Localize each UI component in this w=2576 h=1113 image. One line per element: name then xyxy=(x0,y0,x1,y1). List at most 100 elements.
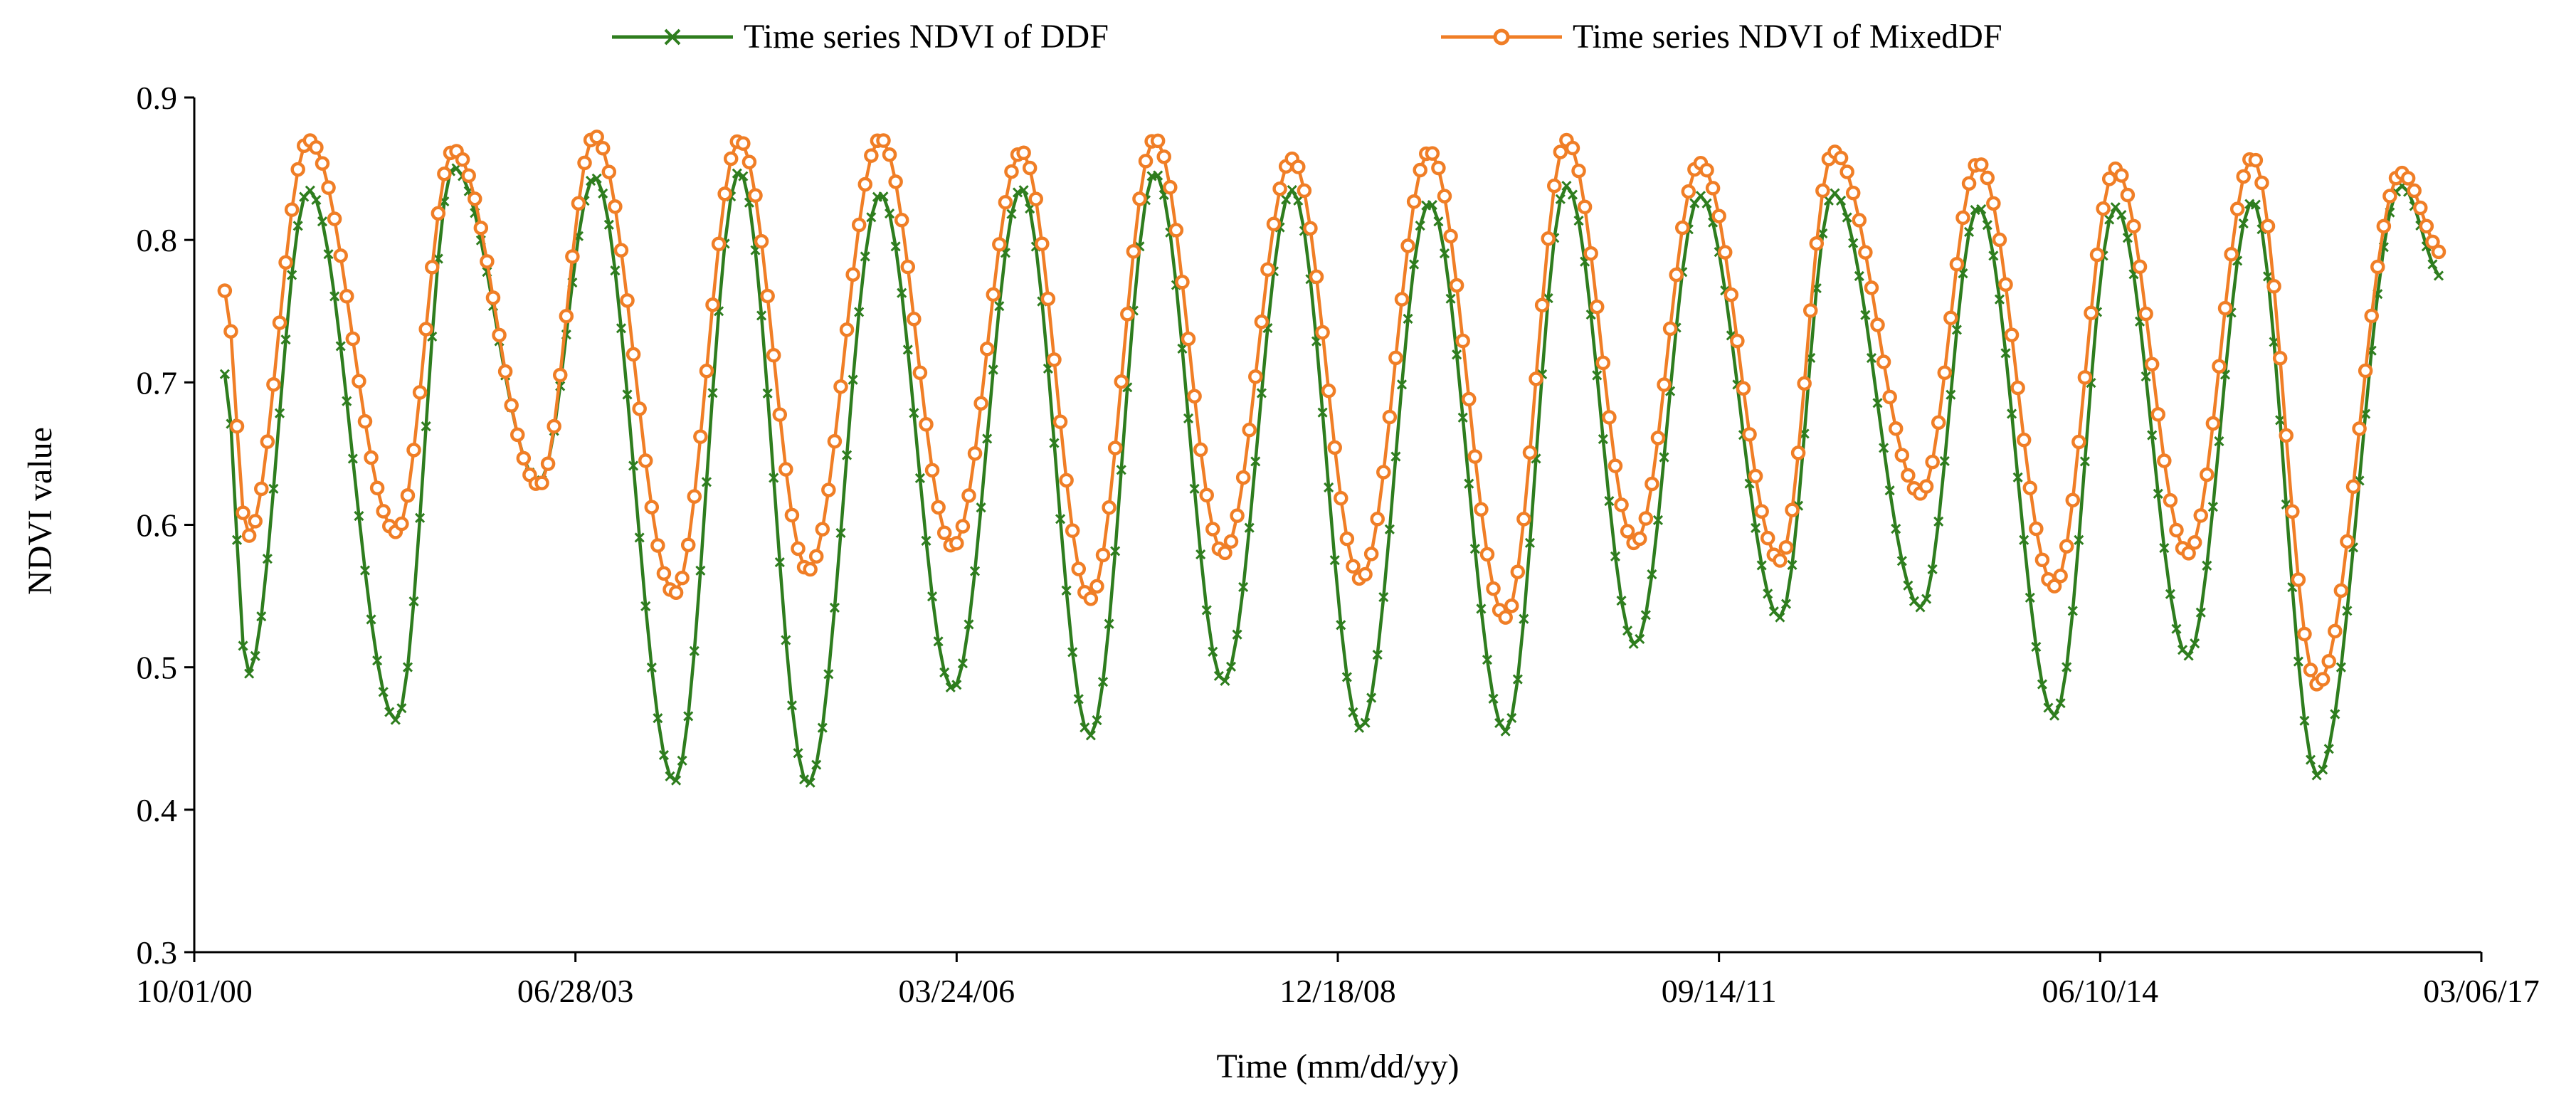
data-point-mixeddf xyxy=(425,260,440,275)
data-point-mixeddf xyxy=(1870,317,1885,332)
data-point-mixeddf xyxy=(772,407,788,422)
data-point-mixeddf xyxy=(236,505,250,520)
data-point-mixeddf xyxy=(1864,280,1879,295)
data-point-mixeddf xyxy=(1645,476,1659,492)
data-point-mixeddf xyxy=(1662,321,1678,337)
data-point-ddf xyxy=(1457,412,1468,423)
x-tick-label: 03/24/06 xyxy=(899,973,1015,1009)
data-point-mixeddf xyxy=(2321,653,2336,669)
data-point-ddf xyxy=(586,176,596,186)
data-point-mixeddf xyxy=(1346,559,1361,574)
data-point-ddf xyxy=(769,473,779,483)
data-point-mixeddf xyxy=(2071,434,2086,450)
data-point-mixeddf xyxy=(254,481,269,497)
data-point-ddf xyxy=(1097,677,1109,687)
data-point-mixeddf xyxy=(1845,185,1861,201)
data-point-ddf xyxy=(2116,210,2127,221)
data-point-mixeddf xyxy=(1089,579,1104,594)
y-axis-title: NDVI value xyxy=(21,427,59,595)
data-point-mixeddf xyxy=(1980,170,1995,186)
data-point-mixeddf xyxy=(2212,359,2227,374)
data-point-mixeddf xyxy=(1431,160,1446,176)
data-point-ddf xyxy=(2195,607,2206,618)
data-point-mixeddf xyxy=(1218,545,1232,561)
data-point-mixeddf xyxy=(2315,672,2330,687)
data-point-ddf xyxy=(1780,598,1792,609)
data-point-mixeddf xyxy=(492,327,507,343)
data-point-ddf xyxy=(2122,233,2133,243)
data-point-ddf xyxy=(219,369,230,379)
series-line-mixeddf xyxy=(223,135,2440,686)
data-point-ddf xyxy=(1464,478,1474,489)
data-point-ddf xyxy=(1854,270,1864,282)
data-point-mixeddf xyxy=(1272,181,1287,196)
data-point-ddf xyxy=(701,477,712,487)
data-point-ddf xyxy=(1622,626,1633,636)
data-point-ddf xyxy=(335,341,346,352)
data-point-ddf xyxy=(799,774,810,785)
data-point-mixeddf xyxy=(504,398,519,413)
data-point-mixeddf xyxy=(1462,391,1477,407)
data-point-mixeddf xyxy=(2224,246,2239,262)
data-point-mixeddf xyxy=(1315,325,1330,340)
data-point-mixeddf xyxy=(839,322,855,337)
data-point-mixeddf xyxy=(2089,247,2105,263)
data-point-ddf xyxy=(1561,181,1572,191)
data-point-mixeddf xyxy=(1126,243,1141,259)
data-point-mixeddf xyxy=(907,311,922,327)
data-point-mixeddf xyxy=(1711,209,1726,223)
data-point-mixeddf xyxy=(376,504,391,519)
data-point-ddf xyxy=(2342,606,2353,616)
data-point-mixeddf xyxy=(1973,157,1989,172)
data-point-mixeddf xyxy=(1717,245,1733,260)
data-point-mixeddf xyxy=(1553,144,1568,159)
data-point-ddf xyxy=(1195,549,1206,560)
data-point-mixeddf xyxy=(821,482,836,497)
data-point-mixeddf xyxy=(2297,626,2312,642)
data-point-mixeddf xyxy=(1742,427,1757,442)
data-point-ddf xyxy=(1238,581,1249,593)
data-point-ddf xyxy=(1061,585,1072,596)
data-point-mixeddf xyxy=(2065,492,2081,507)
data-point-mixeddf xyxy=(1235,470,1251,485)
series-layer xyxy=(217,130,2446,788)
data-point-ddf xyxy=(622,389,633,400)
data-point-mixeddf xyxy=(717,186,732,201)
data-point-mixeddf xyxy=(687,489,702,504)
data-point-mixeddf xyxy=(2400,171,2416,186)
data-point-ddf xyxy=(1939,455,1950,467)
data-point-mixeddf xyxy=(2163,492,2178,508)
data-point-mixeddf xyxy=(1065,523,1080,538)
data-point-mixeddf xyxy=(577,155,592,171)
data-point-ddf xyxy=(1055,514,1066,524)
data-point-ddf xyxy=(1018,185,1029,196)
data-point-mixeddf xyxy=(833,379,848,394)
data-point-ddf xyxy=(951,680,962,690)
data-point-mixeddf xyxy=(1035,236,1050,251)
data-point-ddf xyxy=(1403,313,1413,324)
data-point-mixeddf xyxy=(595,141,611,156)
data-point-ddf xyxy=(653,713,663,724)
y-tick-label: 0.3 xyxy=(137,934,178,971)
data-point-ddf xyxy=(415,512,426,523)
data-point-mixeddf xyxy=(2200,467,2215,482)
data-point-mixeddf xyxy=(675,570,690,586)
data-point-ddf xyxy=(2262,271,2274,282)
data-point-mixeddf xyxy=(1547,178,1562,194)
data-point-ddf xyxy=(732,168,742,179)
data-point-ddf xyxy=(1891,523,1901,534)
data-point-ddf xyxy=(1751,522,1761,533)
data-point-ddf xyxy=(1652,515,1664,525)
data-point-mixeddf xyxy=(2431,244,2446,260)
legend-item-mixeddf: Time series NDVI of MixedDF xyxy=(1441,18,2002,56)
data-point-ddf xyxy=(2019,534,2029,545)
data-point-ddf xyxy=(1573,216,1584,226)
legend-label-mixeddf: Time series NDVI of MixedDF xyxy=(1573,18,2002,56)
data-point-ddf xyxy=(2012,472,2023,482)
data-point-mixeddf xyxy=(1632,531,1647,547)
data-point-mixeddf xyxy=(1370,512,1385,527)
data-point-mixeddf xyxy=(400,488,416,503)
data-point-mixeddf xyxy=(1802,303,1818,318)
